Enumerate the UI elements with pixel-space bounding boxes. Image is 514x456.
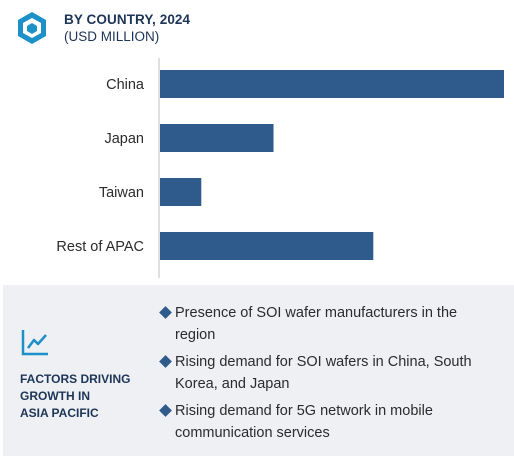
- factors-panel: FACTORS DRIVING GROWTH IN ASIA PACIFIC P…: [3, 285, 514, 456]
- diamond-bullet-icon: [159, 355, 172, 368]
- category-tick-label: Japan: [104, 131, 144, 147]
- category-tick-label: Rest of APAC: [56, 239, 144, 255]
- factors-block: FACTORS DRIVING GROWTH IN ASIA PACIFIC: [20, 327, 170, 422]
- trend-line-chart-icon: [21, 330, 48, 356]
- chart-title: BY COUNTRY, 2024: [64, 12, 191, 27]
- list-item: Rising demand for SOI wafers in China, S…: [159, 351, 500, 395]
- list-item: Rising demand for 5G network in mobile c…: [159, 400, 500, 444]
- bullet-text: Presence of SOI wafer manufacturers in t…: [175, 305, 458, 343]
- bar-chart-svg: China Japan Taiwan Rest of APAC: [56, 58, 504, 278]
- bullet-text: Rising demand for 5G network in mobile c…: [175, 403, 433, 441]
- diamond-bullet-icon: [159, 404, 172, 417]
- diamond-bullet-icon: [159, 306, 172, 319]
- category-tick-label: Taiwan: [99, 185, 144, 201]
- bar-taiwan: [160, 178, 202, 206]
- bar-japan: [160, 124, 274, 152]
- bullet-text: Rising demand for SOI wafers in China, S…: [175, 354, 472, 392]
- category-tick-label: China: [106, 77, 145, 93]
- hexagon-cube-logo-icon: [18, 12, 46, 44]
- list-item: Presence of SOI wafer manufacturers in t…: [159, 302, 500, 346]
- bar-china: [160, 70, 504, 98]
- bar-rest-of-apac: [160, 232, 374, 260]
- chart-titles: BY COUNTRY, 2024 (USD MILLION): [64, 12, 190, 44]
- bar-chart: China Japan Taiwan Rest of APAC: [0, 58, 514, 280]
- chart-subtitle: (USD MILLION): [64, 29, 160, 44]
- chart-header: BY COUNTRY, 2024 (USD MILLION): [14, 8, 190, 48]
- factors-driving-label: FACTORS DRIVING GROWTH IN ASIA PACIFIC: [20, 372, 131, 420]
- factors-list: Presence of SOI wafer manufacturers in t…: [159, 302, 500, 449]
